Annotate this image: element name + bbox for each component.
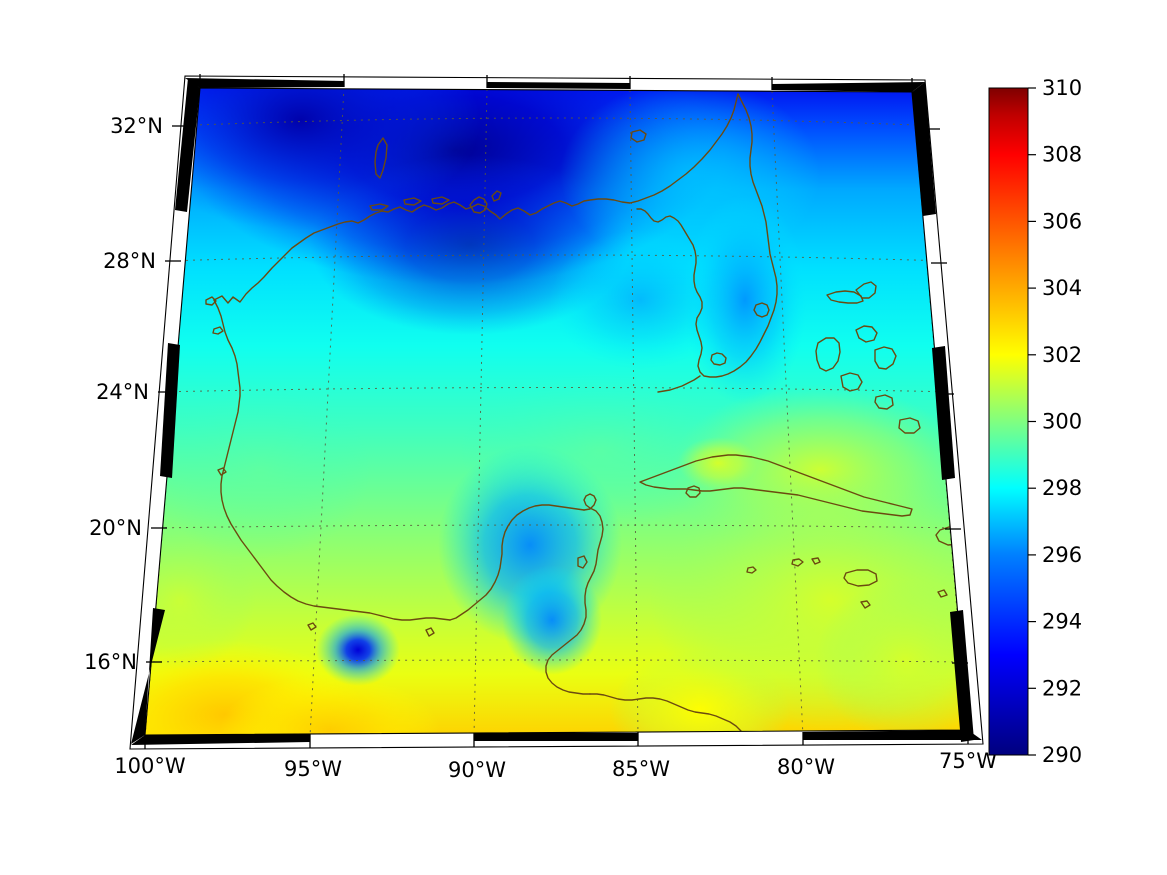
coast-southeast-us-inland <box>630 129 647 143</box>
coast-florida-keys <box>657 375 701 393</box>
cbar-tick-label-6: 302 <box>1042 343 1082 367</box>
coast-jamaica <box>843 569 878 587</box>
cbar-tick-label-10: 310 <box>1042 76 1082 100</box>
temperature-field <box>145 88 968 735</box>
x-tick-label-0: 100°W <box>114 754 186 778</box>
coast-great-inagua <box>898 417 921 434</box>
colorbar-ticks <box>1028 87 1036 756</box>
coast-isla-juventud <box>685 485 701 498</box>
cbar-tick-label-7: 304 <box>1042 276 1082 300</box>
x-tick-label-3: 85°W <box>612 757 670 781</box>
coast-chandeleur <box>491 190 502 202</box>
field-cold-chiapas <box>316 614 400 686</box>
coast-barrier-3 <box>431 196 450 205</box>
x-tick-label-1: 95°W <box>284 757 342 781</box>
parallel-28N <box>164 254 948 262</box>
y-tick-label-0: 16°N <box>84 650 137 674</box>
coast-mexico-campeche <box>449 504 585 621</box>
island-gulf-mid <box>425 627 435 637</box>
tick-marks <box>144 74 969 749</box>
meridian-80W <box>771 90 804 735</box>
frame-ruler-top <box>185 78 925 92</box>
field-warm-oaxaca <box>220 675 440 735</box>
coast-florida-peninsula <box>636 93 778 378</box>
cbar-tick-label-4: 298 <box>1042 476 1082 500</box>
coast-exuma <box>840 372 863 392</box>
coast-andros <box>815 337 841 372</box>
coast-key-islands <box>710 352 727 366</box>
y-tick-label-3: 28°N <box>103 249 156 273</box>
field-warm-honduras <box>610 650 790 735</box>
coast-mississippi-delta <box>469 196 488 214</box>
field-cold-louisiana-shelf <box>310 155 630 335</box>
coast-cuba <box>639 454 913 517</box>
island-mx-2 <box>307 622 317 631</box>
coast-acklins <box>874 394 894 410</box>
cbar-tick-label-1: 292 <box>1042 676 1082 700</box>
coast-barrier-1 <box>369 203 389 211</box>
island-carib-2 <box>811 557 821 565</box>
field-cool-florida <box>683 195 807 405</box>
coastlines <box>205 93 968 732</box>
coast-cay-misc <box>791 558 804 567</box>
coast-barrier-2 <box>403 197 422 206</box>
coast-yucatan <box>545 493 604 695</box>
parallel-24N <box>157 387 955 393</box>
cbar-tick-label-2: 294 <box>1042 610 1082 634</box>
x-tick-label-5: 75°W <box>939 749 997 773</box>
cbar-tick-label-9: 308 <box>1042 143 1082 167</box>
island-carib-3 <box>937 589 948 598</box>
y-tick-label-4: 32°N <box>110 114 163 138</box>
colorbar-gradient[interactable] <box>988 87 1029 756</box>
frame-ruler-bottom <box>131 730 982 745</box>
field-warm-veracruz <box>145 530 255 670</box>
x-tick-label-2: 90°W <box>448 758 506 782</box>
coast-cay-swan <box>746 566 757 574</box>
island-west-1 <box>205 296 217 306</box>
island-ne-gulf <box>374 137 388 179</box>
island-mx-1 <box>217 467 227 476</box>
field-warm-east-caribbean <box>815 580 968 735</box>
coast-eleuthera <box>855 325 878 343</box>
meridian-85W <box>629 89 639 735</box>
field-cool-big-bend <box>550 230 730 370</box>
x-tick-label-4: 80°W <box>777 755 835 779</box>
y-tick-label-1: 20°N <box>89 516 142 540</box>
frame-outer-outline <box>129 75 984 750</box>
lake-okeechobee <box>753 302 770 318</box>
colorbar-tick-labels: 290 292 294 296 298 300 302 304 306 308 … <box>1042 76 1082 767</box>
coast-grand-bahama <box>826 290 864 304</box>
parallel-32N <box>171 117 941 127</box>
field-warm-west-gulf-shelf <box>150 380 370 560</box>
coast-texas-louisiana <box>213 93 739 304</box>
coast-texas-south <box>213 299 451 621</box>
field-warm-central-gulf <box>460 370 740 530</box>
parallel-20N <box>150 524 962 529</box>
coast-cat-long-island <box>874 346 897 370</box>
cbar-tick-label-5: 300 <box>1042 410 1082 434</box>
x-tick-labels: 100°W 95°W 90°W 85°W 80°W 75°W <box>114 749 997 782</box>
field-cool-belize <box>502 565 602 675</box>
coast-abaco <box>855 281 877 299</box>
meridian-90W <box>473 88 488 735</box>
coast-central-america <box>589 693 742 732</box>
cbar-tick-label-8: 306 <box>1042 209 1082 233</box>
cbar-tick-label-0: 290 <box>1042 743 1082 767</box>
y-tick-label-2: 24°N <box>96 380 149 404</box>
cbar-tick-label-3: 296 <box>1042 543 1082 567</box>
island-west-2 <box>212 326 224 335</box>
island-cozumel <box>577 555 588 569</box>
island-carib-1 <box>860 600 871 609</box>
y-tick-labels: 32°N 28°N 24°N 20°N 16°N <box>84 114 163 674</box>
